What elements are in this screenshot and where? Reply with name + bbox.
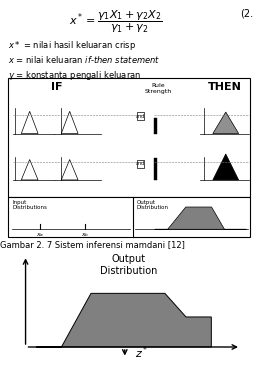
Text: $x_a$: $x_a$ [36, 231, 44, 239]
Text: $x_b$: $x_b$ [81, 231, 89, 239]
Text: Output
Distribution: Output Distribution [100, 254, 158, 276]
Text: $z^*$: $z^*$ [135, 344, 149, 361]
Text: Rule
Strength: Rule Strength [145, 83, 172, 94]
Bar [154, 158, 157, 180]
Text: and: and [136, 114, 145, 119]
Polygon shape [36, 293, 211, 347]
Text: $x$ = nilai keluaran $\mathit{if}$-$\mathit{then\ statement}$: $x$ = nilai keluaran $\mathit{if}$-$\mat… [8, 54, 160, 65]
Text: Input
Distributions: Input Distributions [12, 200, 47, 210]
Bar [137, 112, 144, 120]
Text: (2.: (2. [240, 8, 253, 18]
Text: IF: IF [51, 82, 62, 92]
Text: Output
Distribution: Output Distribution [137, 200, 169, 210]
Polygon shape [213, 112, 239, 134]
Text: THEN: THEN [207, 82, 241, 92]
Text: $x*$ = nilai hasil keluaran crisp: $x*$ = nilai hasil keluaran crisp [8, 39, 136, 52]
Text: $\gamma$ = konstanta pengali keluaran: $\gamma$ = konstanta pengali keluaran [8, 69, 141, 82]
Text: Gambar 2. 7 Sistem inferensi mamdani [12]: Gambar 2. 7 Sistem inferensi mamdani [12… [0, 240, 185, 249]
Bar [8, 78, 250, 197]
Bar [137, 160, 144, 168]
Text: $x^* = \dfrac{\gamma_1 X_1 + \gamma_2 X_2}{\gamma_1 + \gamma_2}$: $x^* = \dfrac{\gamma_1 X_1 + \gamma_2 X_… [69, 8, 163, 35]
Polygon shape [155, 207, 246, 229]
Bar [154, 118, 157, 134]
Bar [8, 197, 250, 237]
Polygon shape [213, 154, 239, 180]
Text: and: and [136, 161, 145, 166]
